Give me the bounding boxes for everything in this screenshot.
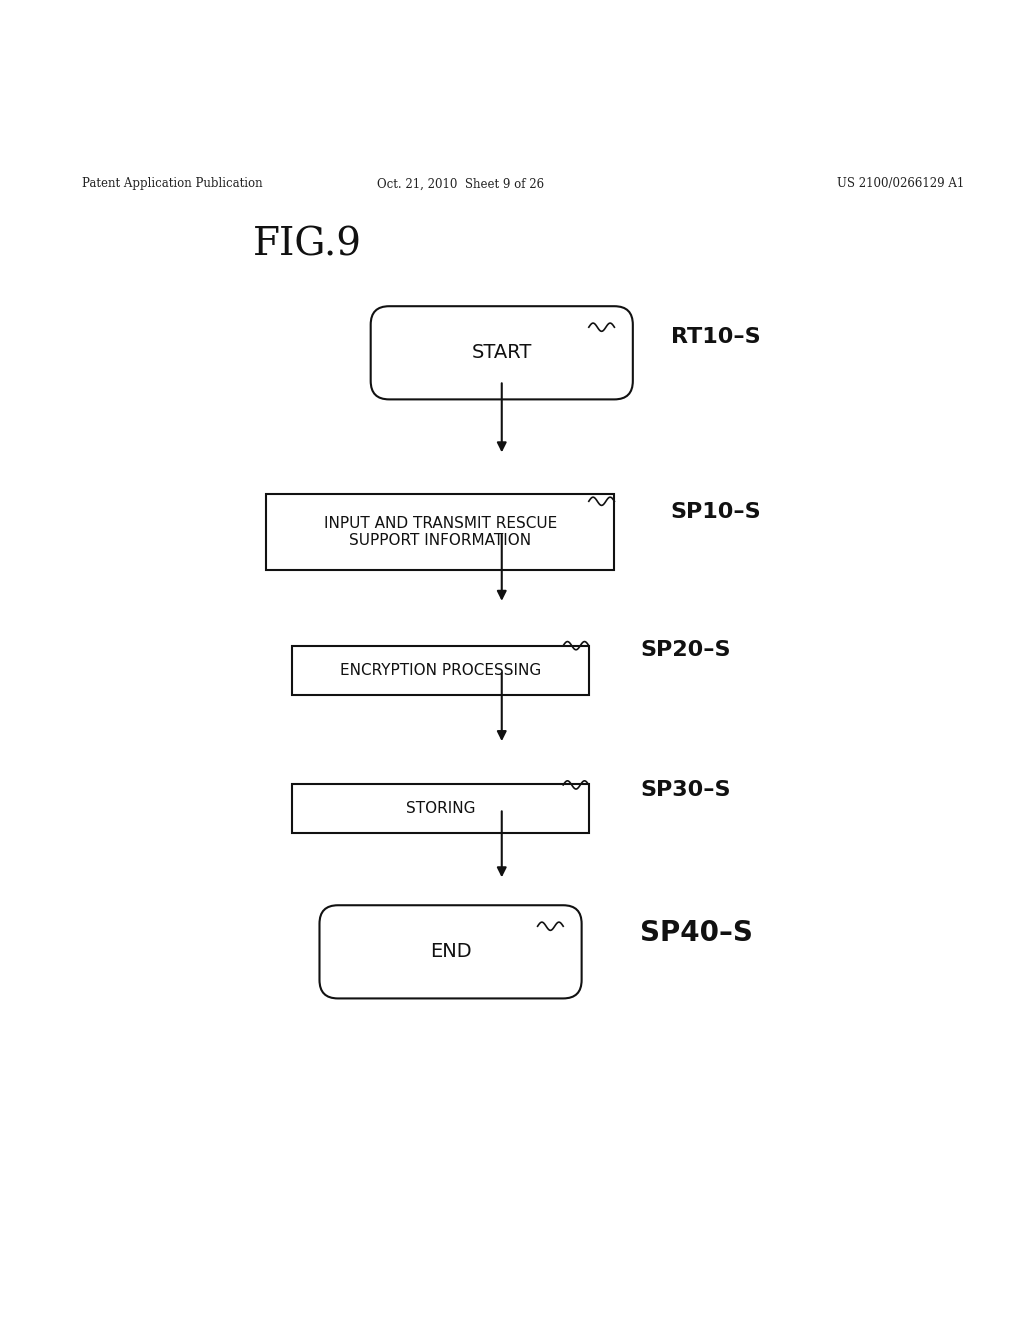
- Text: END: END: [430, 942, 471, 961]
- Text: SP10–S: SP10–S: [671, 502, 762, 521]
- FancyBboxPatch shape: [319, 906, 582, 998]
- FancyBboxPatch shape: [371, 306, 633, 400]
- Text: Oct. 21, 2010  Sheet 9 of 26: Oct. 21, 2010 Sheet 9 of 26: [377, 177, 545, 190]
- Text: START: START: [472, 343, 531, 362]
- Text: US 2100/0266129 A1: US 2100/0266129 A1: [838, 177, 965, 190]
- Text: INPUT AND TRANSMIT RESCUE
SUPPORT INFORMATION: INPUT AND TRANSMIT RESCUE SUPPORT INFORM…: [324, 516, 557, 548]
- Text: SP20–S: SP20–S: [640, 640, 730, 660]
- Text: SP40–S: SP40–S: [640, 920, 753, 948]
- Bar: [292, 784, 589, 833]
- Bar: [266, 494, 614, 570]
- Text: SP30–S: SP30–S: [640, 780, 730, 800]
- Text: RT10–S: RT10–S: [671, 327, 761, 347]
- Text: STORING: STORING: [406, 801, 475, 816]
- Text: Patent Application Publication: Patent Application Publication: [82, 177, 262, 190]
- Text: ENCRYPTION PROCESSING: ENCRYPTION PROCESSING: [340, 663, 541, 677]
- Bar: [292, 645, 589, 694]
- Text: FIG.9: FIG.9: [253, 227, 361, 264]
